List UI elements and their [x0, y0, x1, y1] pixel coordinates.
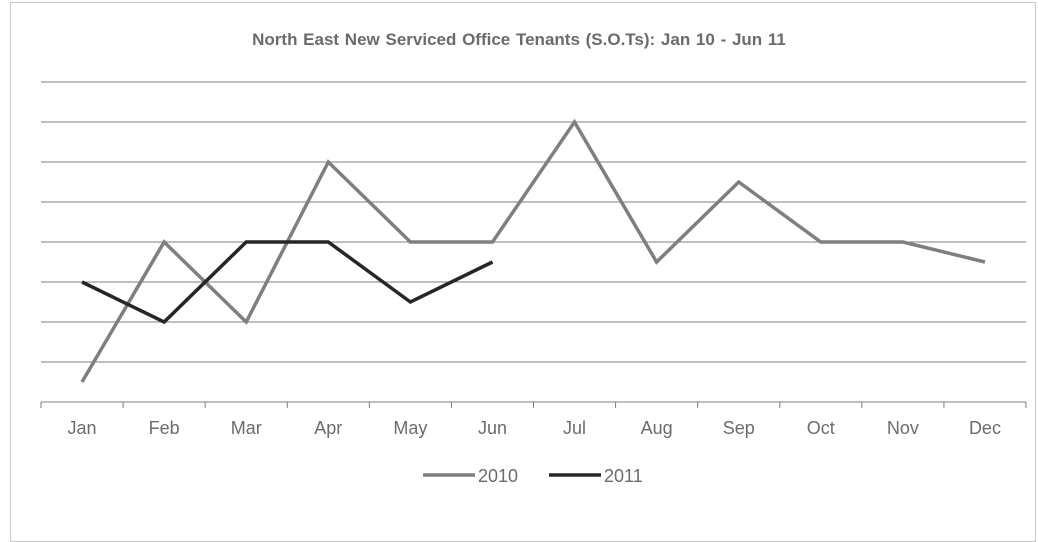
x-tick-label: Oct: [807, 418, 835, 438]
legend-label-2010: 2010: [478, 466, 518, 486]
legend-label-2011: 2011: [604, 466, 643, 486]
legend: 2010 2011: [423, 466, 643, 486]
x-tick-label: Jan: [68, 418, 97, 438]
series-lines: [80, 118, 986, 383]
x-tick-label: Nov: [887, 418, 919, 438]
x-axis: [40, 401, 1027, 408]
x-tick-label: Jul: [563, 418, 586, 438]
x-tick-label: Apr: [314, 418, 342, 438]
gridlines: [41, 81, 1026, 363]
chart-frame: [10, 2, 1036, 542]
chart-title: North East New Serviced Office Tenants (…: [252, 30, 786, 49]
x-tick-label: Dec: [969, 418, 1001, 438]
x-tick-label: Sep: [723, 418, 755, 438]
x-tick-label: May: [393, 418, 427, 438]
series-line-2010: [80, 118, 986, 383]
x-tick-label: Aug: [641, 418, 673, 438]
x-tick-label: Feb: [149, 418, 180, 438]
x-tick-label: Mar: [231, 418, 262, 438]
x-tick-labels: Jan Feb Mar Apr May Jun Jul Aug Sep Oct Nov Dec: [68, 418, 1001, 438]
x-tick-label: Jun: [478, 418, 507, 438]
series-line-2011: [81, 240, 494, 325]
line-chart: Jan Feb Mar Apr May Jun Jul Aug Sep Oct Nov Dec 201…: [40, 81, 1027, 486]
